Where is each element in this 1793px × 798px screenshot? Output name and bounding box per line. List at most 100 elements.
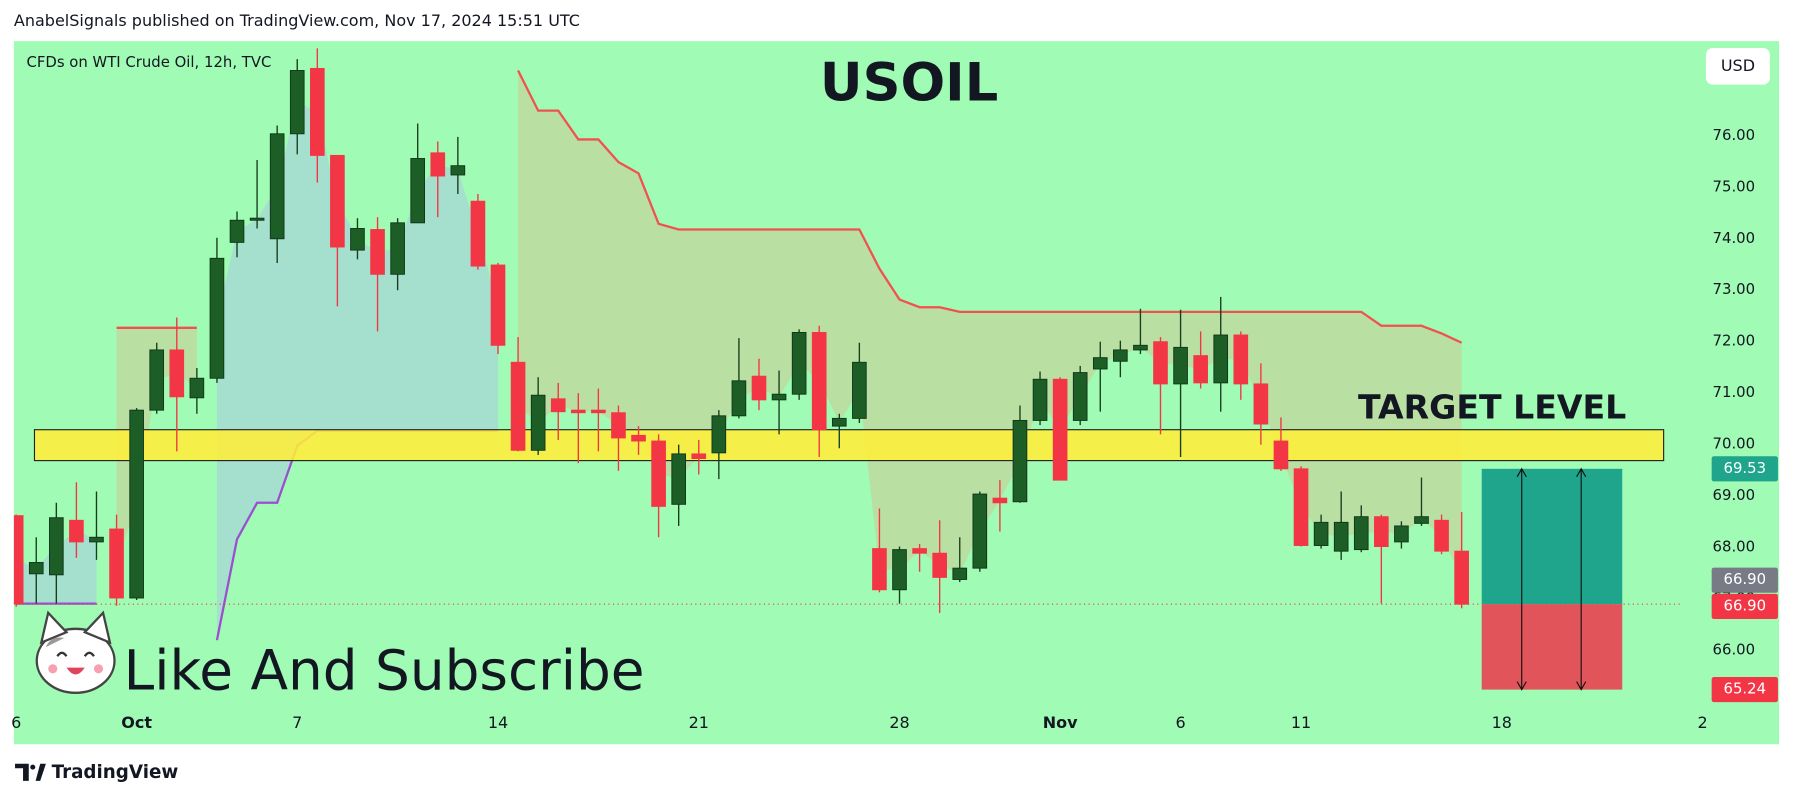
annotation: TARGET LEVEL xyxy=(1358,388,1626,427)
y-tick-label: 74.00 xyxy=(1713,229,1756,247)
footer: TradingView xyxy=(52,762,179,783)
candle-body xyxy=(510,361,526,451)
candle-body xyxy=(852,361,867,419)
candle-body xyxy=(872,548,887,591)
price-tag xyxy=(1711,567,1778,593)
candle-body xyxy=(831,417,847,427)
y-tick-label: 71.00 xyxy=(1713,383,1756,401)
candle-body xyxy=(450,165,466,176)
candle-body xyxy=(1153,341,1168,385)
y-tick-label: 66.00 xyxy=(1713,640,1756,658)
currency[interactable]: USD xyxy=(1721,56,1755,75)
candle-body xyxy=(992,497,1008,504)
candle-body xyxy=(711,415,727,454)
candle-body xyxy=(631,434,646,442)
header: AnabelSignals published on TradingView.c… xyxy=(14,11,580,30)
candle-body xyxy=(912,548,927,554)
candle-body xyxy=(28,562,44,575)
candle-body xyxy=(89,536,104,543)
candle-body xyxy=(811,331,827,431)
candle-body xyxy=(530,394,546,451)
x-tick-label: 18 xyxy=(1492,713,1512,732)
x-tick-label: 6 xyxy=(11,713,21,732)
candle-body xyxy=(1213,334,1229,384)
candle-body xyxy=(932,552,947,578)
price-tag xyxy=(1711,677,1778,703)
indicator-fill xyxy=(518,70,1462,578)
candle-body xyxy=(1072,372,1088,421)
x-tick-label: 7 xyxy=(292,713,302,732)
candle-body xyxy=(952,567,968,580)
price-tag-label: 66.90 xyxy=(1724,596,1767,614)
candle-body xyxy=(109,528,124,599)
chart-title: USOIL xyxy=(820,52,998,113)
cat-icon xyxy=(35,610,116,694)
candle-body xyxy=(13,515,24,605)
y-tick-label: 70.00 xyxy=(1713,435,1756,453)
candle-body xyxy=(1052,378,1068,481)
price-tag-label: 65.24 xyxy=(1724,680,1767,698)
y-tick-label: 75.00 xyxy=(1713,177,1756,195)
x-tick-label: Nov xyxy=(1043,713,1078,732)
price-tag-label: 66.90 xyxy=(1724,570,1767,588)
candle-body xyxy=(1313,521,1329,546)
candle-body xyxy=(390,222,405,275)
candle-body xyxy=(430,152,446,177)
candle-body xyxy=(1193,355,1208,384)
candle-body xyxy=(249,217,265,221)
position-loss xyxy=(1481,604,1623,690)
logo xyxy=(15,763,46,781)
candle-body xyxy=(1374,516,1389,547)
price-tag xyxy=(1711,593,1778,620)
y-tick-label: 72.00 xyxy=(1713,332,1756,350)
candle-body xyxy=(1253,383,1269,425)
candle-body xyxy=(671,453,687,505)
candle-body xyxy=(1092,357,1108,370)
arrow-head xyxy=(1576,467,1587,691)
candle-body xyxy=(189,377,205,399)
candle-body xyxy=(731,380,747,417)
candle-body xyxy=(49,517,64,576)
candle-body xyxy=(651,440,666,507)
candle-body xyxy=(169,349,185,398)
candle-body xyxy=(892,549,907,591)
indicator-fill xyxy=(116,327,197,564)
x-tick-label: 28 xyxy=(889,713,909,732)
position-profit xyxy=(1481,468,1623,605)
x-tick-label: Oct xyxy=(121,713,152,732)
candle-body xyxy=(1032,378,1048,421)
price-tag-label: 69.53 xyxy=(1724,459,1767,477)
candle-body xyxy=(1173,346,1188,385)
candle-body xyxy=(1293,468,1309,546)
indicator-line xyxy=(517,69,1463,344)
candle-body xyxy=(1394,525,1409,543)
arrow-head xyxy=(1516,467,1527,691)
y-tick-label: 68.00 xyxy=(1713,538,1756,556)
candle-body xyxy=(410,158,426,224)
x-tick-label: 14 xyxy=(488,713,508,732)
candle-body xyxy=(1133,344,1148,351)
candle-body xyxy=(611,412,626,439)
candle-body xyxy=(1113,349,1128,362)
x-tick-label: 2 xyxy=(1697,713,1707,732)
y-tick-label: 76.00 xyxy=(1713,126,1756,144)
candle-body xyxy=(350,228,365,251)
candle-body xyxy=(310,67,325,156)
candle-body xyxy=(129,409,144,599)
candle-body xyxy=(1434,519,1449,552)
candle-body xyxy=(1273,440,1289,470)
candle-body xyxy=(972,493,988,569)
candle-body xyxy=(1333,521,1349,552)
plot-area xyxy=(13,48,1665,641)
candle-body xyxy=(69,519,84,543)
currency-box[interactable] xyxy=(1705,48,1770,85)
candle-body xyxy=(1353,516,1369,551)
candle-body xyxy=(1012,419,1028,503)
candle-body xyxy=(209,257,225,379)
candle-body xyxy=(1414,516,1429,524)
y-tick-label: 69.00 xyxy=(1713,486,1756,504)
candle-body xyxy=(1454,550,1469,605)
annotation: Like And Subscribe xyxy=(124,639,645,703)
